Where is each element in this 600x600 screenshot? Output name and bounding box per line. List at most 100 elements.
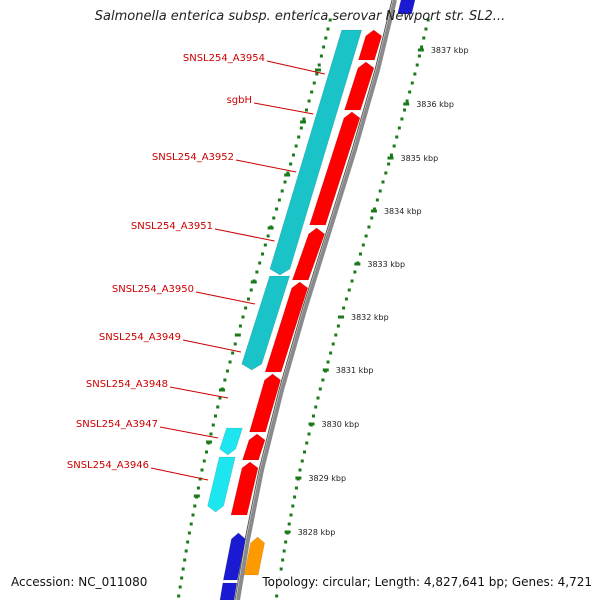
- inner-tick-mark: [300, 120, 307, 124]
- genome-title: Salmonella enterica subsp. enterica sero…: [94, 9, 506, 24]
- ring-dot: [177, 594, 181, 598]
- ring-dot: [286, 171, 290, 175]
- reverse-cds: [207, 456, 236, 513]
- inner-tick-mark: [284, 173, 291, 177]
- label-connector: [214, 228, 275, 242]
- gene-label[interactable]: SNSL254_A3947: [76, 419, 158, 430]
- label-connector: [159, 426, 219, 439]
- inner-dotted-ring: [177, 18, 332, 598]
- ring-dot: [263, 243, 267, 247]
- scale-tick-label: 3828 kbp: [298, 528, 336, 537]
- scale-tick-label: 3830 kbp: [322, 420, 360, 429]
- backbone-ring: [236, 0, 397, 600]
- ring-dot: [342, 306, 346, 310]
- ring-dot: [364, 234, 368, 238]
- ring-dot: [321, 378, 325, 382]
- inner-tick-mark: [315, 68, 321, 72]
- ring-dot: [216, 405, 220, 409]
- label-connector: [195, 291, 255, 305]
- label-connector: [169, 386, 229, 399]
- scale-tick-mark: [403, 102, 410, 106]
- label-connector: [253, 102, 314, 115]
- scale-tick-label: 3837 kbp: [431, 46, 469, 55]
- ring-dot: [198, 477, 202, 481]
- accession-label: Accession: NC_011080: [9, 575, 150, 589]
- ring-dot: [183, 558, 187, 562]
- ring-dot: [291, 504, 295, 508]
- ring-dot: [370, 216, 374, 220]
- gene-label[interactable]: SNSL254_A3952: [152, 152, 234, 163]
- reverse-cds: [219, 427, 243, 456]
- inner-tick-mark: [193, 494, 200, 498]
- ring-dot: [200, 468, 204, 472]
- ring-dot: [422, 36, 426, 40]
- ring-dot: [326, 360, 330, 364]
- gene-label[interactable]: SNSL254_A3948: [86, 379, 168, 390]
- ring-dot: [322, 45, 326, 49]
- ring-dot: [211, 423, 215, 427]
- scale-tick-label: 3834 kbp: [384, 207, 422, 216]
- ring-dot: [299, 126, 303, 130]
- gene-label[interactable]: SNSL254_A3946: [67, 460, 149, 471]
- ring-dot: [266, 234, 270, 238]
- ring-dot: [186, 540, 190, 544]
- ring-dot: [225, 369, 229, 373]
- ring-dot: [415, 63, 419, 67]
- ring-dot: [389, 153, 393, 157]
- ring-dot: [310, 90, 314, 94]
- gene-label[interactable]: SNSL254_A3950: [112, 284, 194, 295]
- label-connector: [182, 339, 242, 353]
- ring-dot: [258, 261, 262, 265]
- ring-dot: [375, 198, 379, 202]
- gene-label[interactable]: SNSL254_A3949: [99, 332, 181, 343]
- ring-dot: [344, 297, 348, 301]
- ring-dot: [405, 99, 409, 103]
- scale-tick-mark: [295, 476, 302, 480]
- ring-dot: [300, 459, 304, 463]
- ring-dot: [298, 468, 302, 472]
- ring-dot: [291, 153, 295, 157]
- ring-dot: [424, 27, 428, 31]
- ring-dot: [277, 198, 281, 202]
- ring-dot: [209, 432, 213, 436]
- ring-dot: [312, 414, 315, 418]
- scale-tick-mark: [370, 209, 377, 213]
- ring-dot: [279, 567, 283, 571]
- reverse-cds: [241, 275, 291, 371]
- label-connector: [235, 159, 297, 173]
- forward-cds: [344, 61, 375, 111]
- blue-feature: [222, 532, 246, 581]
- ring-dot: [178, 585, 182, 589]
- scale-tick-mark: [354, 262, 361, 266]
- ring-dot: [326, 27, 330, 31]
- ring-dot: [353, 270, 357, 274]
- forward-cds: [264, 281, 309, 373]
- gene-label[interactable]: SNSL254_A3951: [131, 221, 213, 232]
- inner-tick-mark: [219, 388, 225, 392]
- ring-dot: [312, 81, 316, 85]
- ring-dot: [392, 144, 396, 148]
- ring-dot: [361, 243, 365, 247]
- ring-dot: [214, 414, 217, 418]
- scale-tick-label: 3832 kbp: [351, 313, 389, 322]
- gene-label[interactable]: SNSL254_A3954: [183, 53, 265, 64]
- ring-dot: [420, 45, 424, 49]
- label-connector: [150, 467, 209, 481]
- ring-dot: [400, 117, 404, 121]
- ring-dot: [294, 144, 298, 148]
- ring-dot: [359, 252, 362, 256]
- ring-dot: [305, 441, 309, 445]
- ring-dot: [347, 288, 351, 292]
- ring-dot: [280, 189, 284, 193]
- ring-dot: [180, 576, 184, 580]
- scale-tick-mark: [284, 530, 291, 534]
- ring-dot: [189, 522, 193, 526]
- ring-dot: [294, 486, 298, 490]
- forward-cds: [309, 111, 361, 226]
- ring-dot: [275, 594, 279, 598]
- ring-dot: [297, 135, 301, 139]
- ring-dot: [261, 252, 264, 256]
- gene-label[interactable]: sgbH: [227, 95, 252, 106]
